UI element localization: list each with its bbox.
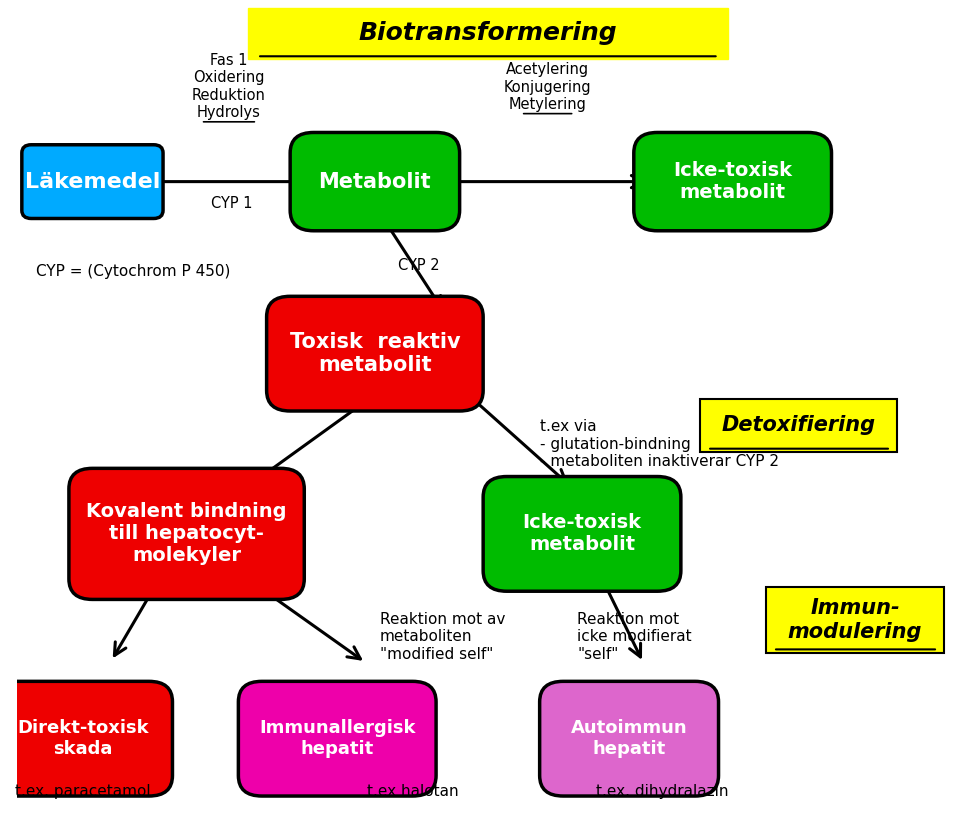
FancyBboxPatch shape xyxy=(766,587,945,653)
Text: Metabolit: Metabolit xyxy=(319,172,431,192)
Text: Icke-toxisk
metabolit: Icke-toxisk metabolit xyxy=(522,514,641,554)
Text: Reaktion mot av
metaboliten
"modified self": Reaktion mot av metaboliten "modified se… xyxy=(379,612,505,662)
Text: Direkt-toxisk
skada: Direkt-toxisk skada xyxy=(17,719,149,758)
FancyBboxPatch shape xyxy=(267,296,483,411)
Text: t.ex via
- glutation-bindning
- metaboliten inaktiverar CYP 2: t.ex via - glutation-bindning - metaboli… xyxy=(540,419,779,469)
Text: Detoxifiering: Detoxifiering xyxy=(722,415,876,436)
FancyBboxPatch shape xyxy=(634,132,831,231)
Text: CYP = (Cytochrom P 450): CYP = (Cytochrom P 450) xyxy=(36,264,230,279)
Text: Kovalent bindning
till hepatocyt-
molekyler: Kovalent bindning till hepatocyt- moleky… xyxy=(86,502,287,566)
FancyBboxPatch shape xyxy=(0,681,173,796)
Text: CYP 2: CYP 2 xyxy=(398,257,440,273)
Text: Immunallergisk
hepatit: Immunallergisk hepatit xyxy=(259,719,416,758)
Text: Icke-toxisk
metabolit: Icke-toxisk metabolit xyxy=(673,161,792,202)
Text: Reaktion mot
icke modifierat
"self": Reaktion mot icke modifierat "self" xyxy=(577,612,692,662)
Text: CYP 1: CYP 1 xyxy=(211,196,252,211)
FancyBboxPatch shape xyxy=(290,132,460,231)
FancyBboxPatch shape xyxy=(69,469,304,599)
Text: Fas 2
Acetylering
Konjugering
Metylering: Fas 2 Acetylering Konjugering Metylering xyxy=(503,44,591,112)
FancyBboxPatch shape xyxy=(248,8,728,58)
Text: Läkemedel: Läkemedel xyxy=(25,172,160,192)
Text: t.ex. dihydralazin: t.ex. dihydralazin xyxy=(596,783,729,799)
FancyBboxPatch shape xyxy=(540,681,718,796)
Text: Autoimmun
hepatit: Autoimmun hepatit xyxy=(571,719,687,758)
Text: t.ex. paracetamol: t.ex. paracetamol xyxy=(15,783,151,799)
Text: Fas 1
Oxidering
Reduktion
Hydrolys: Fas 1 Oxidering Reduktion Hydrolys xyxy=(192,53,266,120)
Text: Biotransformering: Biotransformering xyxy=(358,21,617,44)
FancyBboxPatch shape xyxy=(238,681,436,796)
FancyBboxPatch shape xyxy=(22,145,163,219)
FancyBboxPatch shape xyxy=(700,399,898,452)
Text: Toxisk  reaktiv
metabolit: Toxisk reaktiv metabolit xyxy=(290,332,460,376)
Text: t.ex halotan: t.ex halotan xyxy=(367,783,458,799)
Text: Immun-
modulering: Immun- modulering xyxy=(788,598,923,641)
FancyBboxPatch shape xyxy=(483,477,681,591)
